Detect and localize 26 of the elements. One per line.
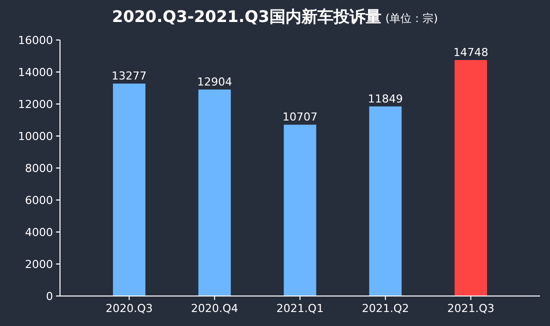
y-tick-label: 12000 [18, 98, 53, 111]
y-tick-label: 8000 [25, 162, 53, 175]
x-tick-label: 2021.Q1 [276, 302, 324, 315]
y-tick-label: 14000 [18, 66, 53, 79]
y-tick-label: 2000 [25, 258, 53, 271]
x-tick-label: 2020.Q3 [106, 302, 153, 315]
data-label: 12904 [197, 76, 232, 89]
y-tick-label: 4000 [25, 226, 53, 239]
data-label: 11849 [368, 92, 403, 106]
x-tick-label: 2021.Q3 [447, 302, 494, 315]
bar [284, 124, 316, 296]
y-tick-label: 16000 [18, 34, 53, 47]
x-tick-label: 2020.Q4 [191, 302, 238, 315]
data-label: 10707 [282, 110, 318, 124]
data-label: 14748 [453, 46, 488, 60]
chart-title: 2020.Q3-2021.Q3国内新车投诉量 [112, 7, 382, 26]
bar [369, 106, 402, 296]
x-tick-label: 2021.Q2 [362, 302, 409, 315]
y-tick-label: 0 [46, 290, 53, 303]
bar [454, 60, 488, 296]
chart-subtitle: (单位：宗) [385, 12, 438, 25]
y-tick-label: 10000 [18, 130, 53, 143]
bar [112, 84, 146, 296]
y-tick-label: 6000 [25, 194, 53, 207]
bar [198, 90, 231, 296]
data-label: 13277 [112, 70, 147, 83]
